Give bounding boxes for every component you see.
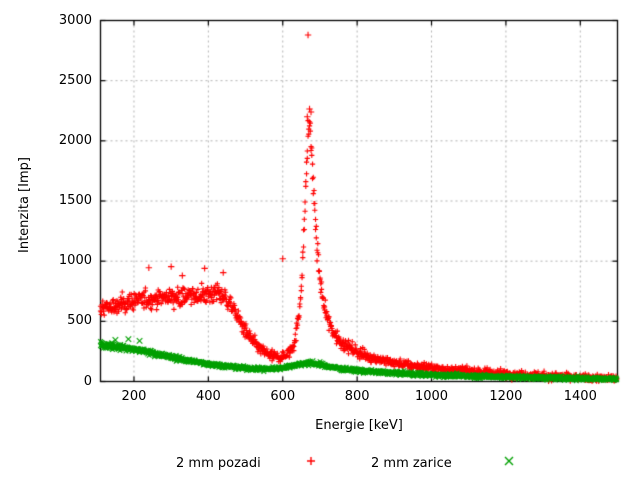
y-axis-tick-label: 3000 (58, 12, 92, 28)
legend-label-pozadi: 2 mm pozadi (176, 456, 261, 471)
x-axis-tick-label: 1400 (563, 389, 597, 404)
x-axis-title: Energie [keV] (315, 418, 403, 433)
y-axis-title: Intenzita [Imp] (17, 157, 32, 253)
y-axis-tick-label: 2500 (58, 72, 92, 88)
x-axis-tick-label: 400 (195, 389, 221, 404)
x-axis-tick-label: 800 (344, 389, 370, 404)
y-axis-tick-label: 500 (67, 313, 92, 329)
y-axis-tick-label: 1000 (58, 253, 92, 269)
x-axis-tick-label: 200 (121, 389, 147, 404)
x-axis-tick-label: 600 (270, 389, 296, 404)
y-axis-tick-label: 2000 (58, 132, 92, 148)
legend-label-zarice: 2 mm zarice (371, 456, 452, 471)
y-axis-tick-label: 0 (83, 373, 92, 389)
x-axis-tick-label: 1200 (489, 389, 523, 404)
y-axis-tick-label: 1500 (58, 193, 92, 208)
x-axis-tick-label: 1000 (414, 389, 449, 404)
